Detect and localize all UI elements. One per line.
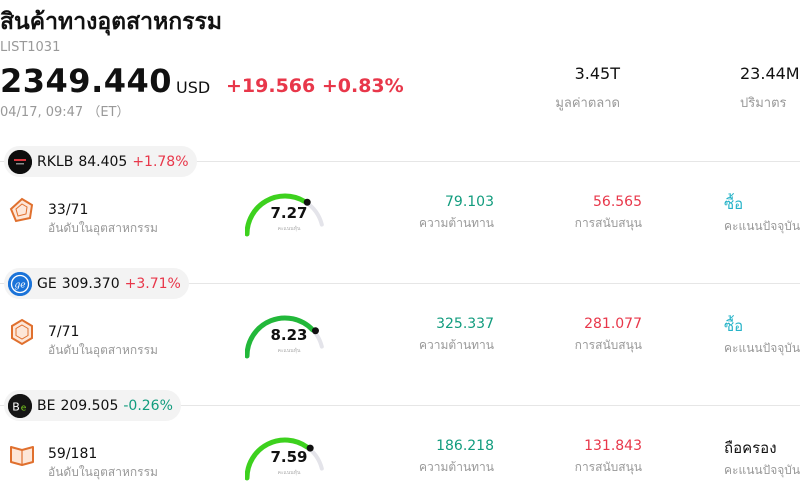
ticker-price: 84.405	[78, 153, 128, 170]
score-gauge	[245, 193, 324, 237]
rating-value: ถือครอง	[724, 439, 777, 457]
industry-rank-value: 7/71	[48, 324, 80, 340]
ticker-symbol: BE	[37, 397, 56, 414]
ticker-change: +1.78%	[132, 153, 189, 170]
section-divider	[0, 161, 800, 162]
ticker-pill[interactable]: RKLB 84.405 +1.78%	[4, 146, 197, 177]
currency-label: USD	[176, 78, 211, 97]
rating-label: คะแนนปัจจุบัน	[724, 341, 800, 355]
stock-card[interactable]: ge GE 309.370 +3.71% 7/71 อันดับในอุตสาห…	[0, 268, 800, 390]
gauge-marker	[303, 198, 311, 206]
stock-score: 7.59	[270, 448, 308, 466]
rklb-logo-icon	[8, 149, 32, 174]
ticker-change: +3.71%	[124, 275, 181, 292]
industry-rank-value: 59/181	[48, 446, 98, 462]
ticker-pill[interactable]: ge GE 309.370 +3.71%	[4, 268, 189, 299]
score-gauge	[245, 315, 324, 359]
index-price: 2349.440	[0, 62, 173, 100]
support-value: 281.077	[584, 316, 642, 332]
industry-rank-label: อันดับในอุตสาหกรรม	[48, 221, 158, 235]
rating-value: ซื้อ	[724, 317, 744, 335]
list-code: LIST1031	[0, 40, 61, 55]
section-divider	[0, 283, 800, 284]
section-divider	[0, 405, 800, 406]
stock-card[interactable]: RKLB 84.405 +1.78% 33/71 อันดับในอุตสาหก…	[0, 146, 800, 268]
rating-label: คะแนนปัจจุบัน	[724, 219, 800, 233]
ticker-price: 209.505	[60, 397, 119, 414]
market-cap-value: 3.45T	[574, 64, 620, 83]
industry-rank-icon	[9, 197, 34, 223]
gauge-marker	[311, 327, 319, 335]
page-title: สินค้าทางอุตสาหกรรม	[0, 9, 223, 35]
ticker-symbol: RKLB	[37, 153, 74, 170]
rating-label: คะแนนปัจจุบัน	[724, 463, 800, 477]
svg-text:B: B	[12, 400, 20, 413]
market-cap-label: มูลค่าตลาด	[555, 96, 620, 111]
support-value: 56.565	[593, 194, 642, 210]
gauge-fill	[245, 315, 315, 359]
quote-timestamp: 04/17, 09:47 （ET）	[0, 105, 130, 120]
industry-rank-icon	[11, 318, 33, 346]
industry-rank-label: อันดับในอุตสาหกรรม	[48, 343, 158, 357]
support-value: 131.843	[584, 438, 642, 454]
ticker-symbol: GE	[37, 275, 57, 292]
resistance-value: 325.337	[436, 316, 494, 332]
industry-rank-label: อันดับในอุตสาหกรรม	[48, 465, 158, 479]
resistance-value: 186.218	[436, 438, 494, 454]
ticker-change: -0.26%	[123, 397, 173, 414]
resistance-value: 79.103	[445, 194, 494, 210]
ticker-price: 309.370	[61, 275, 120, 292]
score-gauge	[245, 437, 324, 481]
resistance-label: ความต้านทาน	[419, 460, 494, 474]
stock-score-caption: คะแนนหุ้น	[277, 348, 301, 354]
gauge-fill	[245, 193, 307, 237]
support-label: การสนับสนุน	[574, 216, 642, 230]
industry-rank-value: 33/71	[48, 202, 89, 218]
svg-text:ge: ge	[14, 280, 25, 290]
industry-rank-icon	[10, 446, 34, 466]
gauge-fill	[245, 437, 310, 481]
index-change: +19.566 +0.83%	[226, 75, 404, 97]
stock-score-caption: คะแนนหุ้น	[277, 226, 301, 232]
ge-logo-icon: ge	[8, 271, 32, 296]
volume-label: ปริมาตร	[740, 96, 787, 111]
svg-text:e: e	[21, 403, 27, 413]
resistance-label: ความต้านทาน	[419, 216, 494, 230]
rating-value: ซื้อ	[724, 195, 744, 213]
volume-value: 23.44M	[740, 64, 800, 83]
support-label: การสนับสนุน	[574, 338, 642, 352]
stock-score: 7.27	[270, 204, 308, 222]
resistance-label: ความต้านทาน	[419, 338, 494, 352]
support-label: การสนับสนุน	[574, 460, 642, 474]
stock-score-caption: คะแนนหุ้น	[277, 470, 301, 476]
gauge-marker	[306, 444, 314, 452]
stock-score: 8.23	[270, 326, 308, 344]
